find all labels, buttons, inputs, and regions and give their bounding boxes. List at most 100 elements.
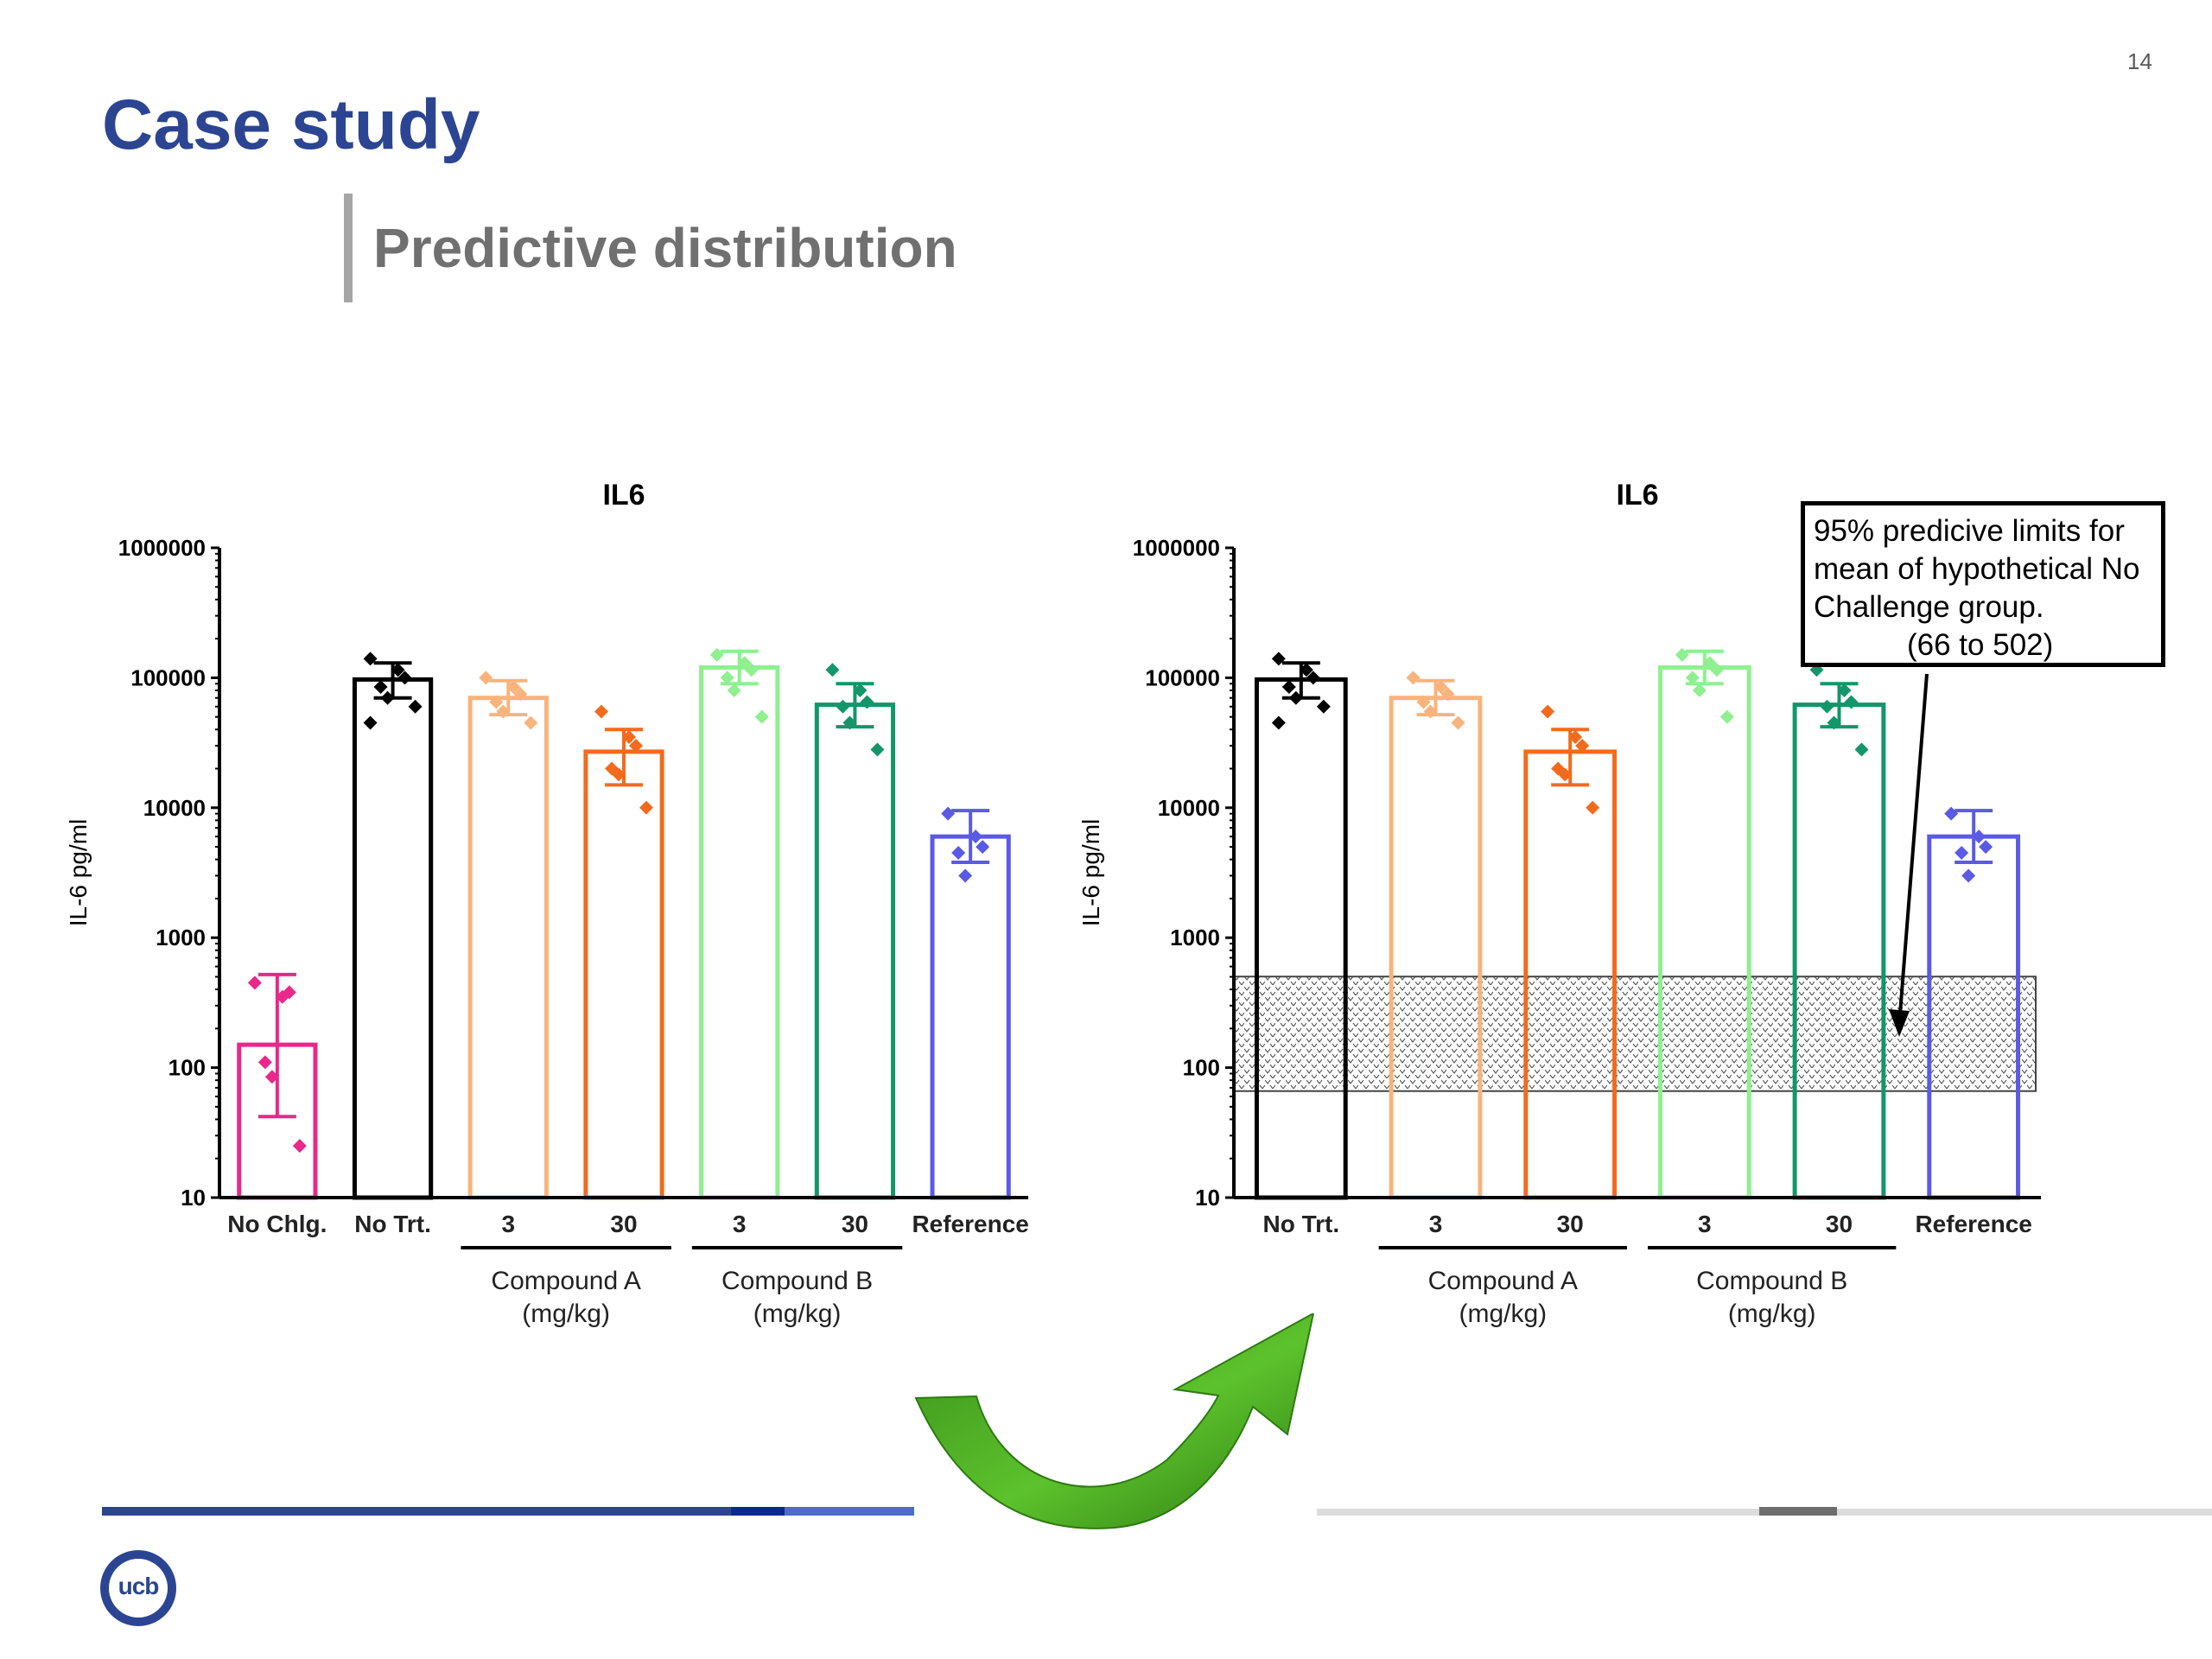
right-data-point-3-1 — [1702, 656, 1717, 671]
right-data-point-3-3 — [1685, 671, 1700, 685]
right-y-tick-label-3: 10000 — [1158, 795, 1220, 821]
right-y-tick-label-5: 1000000 — [1133, 535, 1220, 561]
annotation-line-2: mean of hypothetical No — [1814, 552, 2140, 586]
page-number: 14 — [2127, 48, 2152, 74]
left-group-label-0: Compound A — [491, 1267, 640, 1295]
right-data-point-5-3 — [1955, 845, 1969, 860]
left-data-point-1-4 — [380, 690, 395, 705]
left-data-point-0-5 — [292, 1139, 307, 1154]
left-data-point-0-4 — [264, 1070, 279, 1084]
annotation-pointer-line — [1897, 673, 1929, 1026]
il6-chart-right: IL6 IL-6 pg/ml No Trt. 3 30 3 30 Reference 10 100… — [1047, 467, 2136, 1365]
right-data-point-5-4 — [1961, 868, 1976, 883]
right-group-unit-0: (mg/kg) — [1459, 1300, 1547, 1328]
right-data-point-2-3 — [1551, 761, 1566, 776]
left-y-tick-label-1: 100 — [168, 1055, 206, 1081]
left-data-point-4-5 — [754, 709, 769, 724]
right-predictive-band — [1233, 976, 2037, 1092]
left-data-point-5-0 — [825, 663, 840, 677]
left-y-tick-label-0: 10 — [181, 1185, 206, 1211]
left-data-point-5-5 — [870, 742, 885, 757]
left-bar-3 — [583, 749, 664, 1200]
left-y-tick-label-4: 100000 — [130, 664, 206, 690]
left-data-point-0-0 — [247, 976, 262, 990]
chart-right-svg: IL6 IL-6 pg/ml No Trt. 3 30 3 30 Reference 10 100… — [1077, 479, 2041, 1328]
left-group-unit-1: (mg/kg) — [753, 1300, 842, 1328]
left-data-point-6-4 — [958, 868, 973, 883]
left-x-tick-label-5: 30 — [842, 1211, 868, 1237]
right-data-point-3-0 — [1675, 647, 1689, 662]
left-data-point-3-4 — [612, 767, 626, 782]
left-data-point-1-6 — [363, 715, 378, 730]
left-chart-title: IL6 — [602, 479, 645, 512]
footer-bar-left — [102, 1507, 914, 1516]
right-chart-title: IL6 — [1616, 479, 1658, 512]
left-data-point-5-1 — [853, 683, 868, 697]
right-y-tick-label-2: 1000 — [1170, 925, 1220, 950]
left-data-point-5-2 — [860, 695, 874, 709]
right-data-point-0-4 — [1288, 690, 1303, 705]
left-bar-6 — [930, 834, 1011, 1200]
right-data-point-0-0 — [1271, 652, 1286, 666]
right-data-point-4-4 — [1827, 715, 1841, 730]
right-x-tick-label-0: No Trt. — [1262, 1211, 1339, 1237]
annotation-line-4: (66 to 502) — [1907, 628, 2054, 662]
chart-left-svg: IL6 IL-6 pg/ml No Chlg. No Trt. 3 30 3 30 Refere… — [65, 479, 1029, 1328]
right-bar-3 — [1657, 664, 1751, 1200]
left-data-point-6-0 — [941, 806, 956, 821]
left-data-point-2-3 — [489, 695, 504, 709]
left-data-point-6-2 — [976, 840, 990, 855]
ucb-logo: ucb — [100, 1550, 176, 1626]
right-bar-2 — [1523, 749, 1618, 1200]
footer-bar-right-accent — [1759, 1507, 1837, 1516]
slide-subtitle: Predictive distribution — [373, 217, 957, 279]
right-data-point-4-1 — [1837, 683, 1852, 697]
left-data-point-4-2 — [744, 663, 759, 677]
left-data-point-1-3 — [373, 680, 388, 695]
right-data-point-0-5 — [1316, 699, 1331, 714]
predictive-limits-annotation: 95% predicive limits for mean of hypothe… — [1801, 501, 2165, 667]
right-x-tick-label-4: 30 — [1826, 1211, 1853, 1237]
right-data-point-4-5 — [1854, 742, 1869, 757]
left-data-point-0-3 — [257, 1055, 272, 1070]
right-data-point-1-0 — [1406, 671, 1421, 685]
footer-bar-left-accent — [731, 1507, 785, 1516]
right-group-unit-1: (mg/kg) — [1728, 1300, 1816, 1328]
right-x-tick-label-3: 3 — [1698, 1211, 1712, 1237]
left-bar-2 — [467, 696, 549, 1200]
left-data-point-0-2 — [282, 985, 296, 1000]
right-data-point-2-2 — [1575, 739, 1590, 753]
left-data-point-3-2 — [629, 739, 643, 753]
left-data-point-2-4 — [496, 704, 511, 719]
left-data-point-3-1 — [622, 729, 636, 744]
left-data-point-2-0 — [479, 671, 493, 685]
annotation-line-3: Challenge group. — [1814, 590, 2044, 624]
left-bar-4 — [699, 664, 780, 1200]
left-data-point-4-3 — [720, 671, 734, 685]
right-data-point-2-0 — [1541, 704, 1555, 719]
right-data-point-3-4 — [1692, 683, 1707, 697]
left-group-label-1: Compound B — [721, 1267, 873, 1295]
left-y-tick-label-3: 10000 — [143, 795, 206, 821]
right-data-point-0-6 — [1271, 715, 1286, 730]
left-data-point-2-1 — [506, 680, 521, 695]
logo-text: ucb — [118, 1573, 160, 1599]
right-y-axis-label: IL-6 pg/ml — [1077, 819, 1104, 927]
left-data-point-4-0 — [709, 647, 724, 662]
right-data-point-0-2 — [1306, 671, 1320, 685]
left-data-point-5-3 — [836, 699, 850, 714]
right-data-point-0-3 — [1281, 680, 1296, 695]
right-x-tick-label-5: Reference — [1915, 1211, 2031, 1237]
left-data-point-6-1 — [969, 830, 983, 844]
subtitle-accent-bar — [344, 194, 353, 302]
right-data-point-1-3 — [1416, 695, 1431, 709]
left-y-tick-label-5: 1000000 — [118, 535, 206, 561]
right-group-label-1: Compound B — [1696, 1267, 1847, 1295]
slide-title: Case study — [102, 86, 480, 164]
right-data-point-5-1 — [1972, 830, 1986, 844]
il6-chart-left: IL6 IL-6 pg/ml No Chlg. No Trt. 3 30 3 30 Refere… — [35, 467, 1123, 1365]
left-x-tick-label-1: No Trt. — [354, 1211, 431, 1237]
right-data-point-1-4 — [1423, 704, 1438, 719]
left-x-tick-label-6: Reference — [912, 1211, 1028, 1237]
right-bar-1 — [1389, 696, 1483, 1200]
